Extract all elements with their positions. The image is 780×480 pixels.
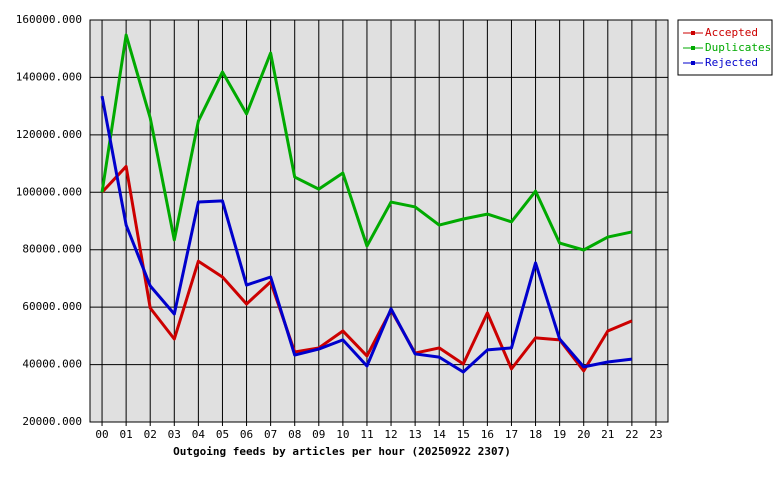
x-tick-label: 09 [312, 428, 325, 441]
legend-marker [691, 46, 695, 50]
x-tick-label: 22 [625, 428, 638, 441]
y-tick-label: 120000.000 [16, 128, 82, 141]
y-tick-label: 160000.000 [16, 13, 82, 26]
x-tick-label: 11 [360, 428, 373, 441]
x-tick-label: 03 [168, 428, 181, 441]
x-tick-label: 21 [601, 428, 614, 441]
x-tick-label: 20 [577, 428, 590, 441]
x-tick-label: 02 [144, 428, 157, 441]
legend-label: Duplicates [705, 41, 771, 54]
x-tick-label: 23 [649, 428, 662, 441]
x-tick-label: 10 [336, 428, 349, 441]
x-tick-label: 01 [120, 428, 133, 441]
x-axis-title: Outgoing feeds by articles per hour (202… [173, 445, 511, 458]
y-tick-label: 60000.000 [22, 300, 82, 313]
x-tick-label: 17 [505, 428, 518, 441]
x-tick-label: 06 [240, 428, 253, 441]
x-tick-label: 08 [288, 428, 301, 441]
series-line [100, 164, 633, 373]
x-tick-label: 05 [216, 428, 229, 441]
x-tick-label: 00 [95, 428, 108, 441]
x-tick-label: 15 [457, 428, 470, 441]
y-tick-label: 140000.000 [16, 70, 82, 83]
legend-marker [691, 61, 695, 65]
x-tick-label: 12 [384, 428, 397, 441]
y-tick-label: 20000.000 [22, 415, 82, 428]
x-tick-label: 13 [409, 428, 422, 441]
y-tick-label: 80000.000 [22, 243, 82, 256]
x-tick-label: 04 [192, 428, 206, 441]
y-tick-label: 40000.000 [22, 358, 82, 371]
x-tick-label: 07 [264, 428, 277, 441]
series-line [100, 95, 633, 374]
x-tick-label: 18 [529, 428, 542, 441]
legend-label: Accepted [705, 26, 758, 39]
x-tick-label: 19 [553, 428, 566, 441]
x-tick-label: 14 [433, 428, 447, 441]
y-tick-label: 100000.000 [16, 185, 82, 198]
legend-marker [691, 31, 695, 35]
legend: Accepted Duplicates Rejected [677, 19, 773, 76]
series-line [100, 33, 633, 252]
x-tick-label: 16 [481, 428, 494, 441]
legend-label: Rejected [705, 56, 758, 69]
